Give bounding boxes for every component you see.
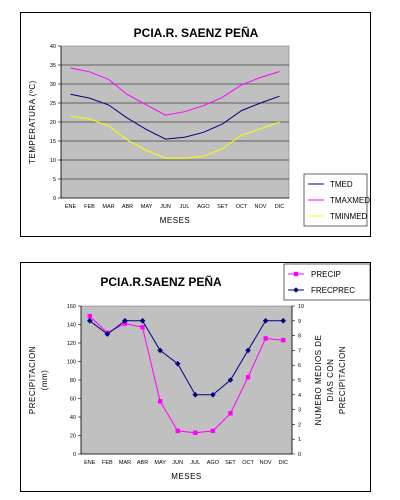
y-tick-label: 100	[67, 360, 76, 366]
y-tick-label: 40	[70, 415, 76, 421]
x-tick-label: JUL	[190, 460, 200, 466]
series-line-tminmed	[70, 115, 280, 159]
y-tick-label: 20	[50, 120, 56, 126]
y-axis-right-label: NUMERO MEDIOS DE DIAS CON PRECIPITACION	[314, 335, 347, 426]
series-line-frecprec	[89, 320, 284, 396]
y-tick-label: 80	[70, 378, 76, 384]
series-line-tmed	[70, 93, 280, 140]
x-tick-label: SET	[225, 460, 236, 466]
frecprec-marker	[157, 347, 163, 354]
y-right-tick-label: 2	[298, 422, 301, 428]
x-tick-label: OCT	[242, 460, 254, 466]
x-tick-label: SET	[217, 204, 228, 210]
series-line-tmaxmed	[70, 67, 280, 116]
precip-marker	[175, 428, 180, 434]
x-tick-label: AGO	[197, 204, 210, 210]
chart-title: PCIA.R. SAENZ PEÑA	[134, 25, 259, 40]
x-tick-label: ABR	[122, 204, 133, 210]
frecprec-marker	[104, 331, 111, 337]
precipitation-chart-panel: PCIA.R.SAENZ PEÑA 0 20 40 60 80 100 120 140 160 0 1…	[20, 262, 371, 492]
legend-box	[283, 263, 371, 301]
y-tick-label: 15	[50, 139, 56, 145]
x-tick-label: ABR	[137, 460, 148, 466]
precip-marker	[140, 325, 145, 330]
precip-marker	[228, 411, 233, 416]
x-tick-label: ENE	[65, 204, 77, 210]
legend-label: PRECIP	[311, 270, 341, 279]
x-tick-label: JUN	[172, 460, 183, 466]
x-tick-label: FEB	[102, 460, 113, 466]
y-tick-label: 35	[50, 63, 56, 69]
precip-marker	[193, 430, 198, 435]
y-tick-label: 0	[53, 196, 56, 202]
y-right-tick-label: 7	[298, 348, 301, 354]
y-right-tick-label: 4	[298, 393, 301, 399]
y-tick-label: 10	[50, 158, 56, 164]
temperature-chart: PCIA.R. SAENZ PEÑA 0 5 10 15 20 25 30 35 40 ENE FEB…	[28, 25, 370, 227]
y-right-tick-label: 0	[298, 452, 301, 458]
series-line-precip	[89, 315, 284, 434]
y-axis-label: TEMPERATURA (ºC)	[28, 80, 37, 164]
legend-label: FRECPREC	[311, 286, 355, 295]
y-tick-label: 120	[67, 341, 76, 347]
y-right-tick-label: 8	[298, 334, 301, 340]
x-tick-label: JUL	[180, 204, 190, 210]
legend-marker-diamond	[293, 287, 299, 293]
y-tick-label: 160	[67, 304, 76, 310]
x-tick-label: MAR	[119, 460, 131, 466]
x-tick-label: DIC	[278, 460, 288, 466]
chart-title: PCIA.R.SAENZ PEÑA	[100, 274, 222, 289]
legend-label: TMAXMED	[330, 196, 370, 205]
y-tick-label: 30	[50, 82, 56, 88]
y-tick-label: 60	[70, 397, 76, 403]
precip-marker	[87, 313, 92, 319]
precip-marker	[281, 338, 286, 343]
x-tick-label: AGO	[207, 460, 220, 466]
x-axis-label: MESES	[160, 216, 191, 225]
y-tick-label: 5	[53, 177, 56, 183]
frecprec-marker	[192, 392, 199, 398]
precip-marker	[263, 336, 268, 341]
x-tick-label: MAR	[102, 204, 114, 210]
y-right-tick-label: 5	[298, 378, 301, 384]
y-axis-right-label-line: NUMERO MEDIOS DE	[314, 335, 323, 426]
y-right-tick-label: 3	[298, 408, 301, 414]
temperature-chart-panel: PCIA.R. SAENZ PEÑA 0 5 10 15 20 25 30 35 40 ENE FEB…	[20, 12, 371, 237]
frecprec-marker	[210, 392, 216, 398]
x-tick-label: NOV	[260, 460, 272, 466]
y-axis-label: PRECIPITACION (mm)	[28, 346, 49, 414]
legend-label: TMED	[330, 180, 353, 189]
y-tick-label: 40	[50, 44, 56, 50]
legend-label: TMINMED	[330, 212, 368, 221]
y-axis-right-label-line: PRECIPITACION	[338, 346, 347, 414]
y-tick-label: 20	[70, 434, 76, 440]
precip-marker	[245, 375, 251, 380]
legend-marker-square	[293, 271, 299, 277]
y-tick-label: 140	[67, 323, 76, 329]
x-tick-label: NOV	[255, 204, 267, 210]
x-tick-label: MAY	[154, 460, 166, 466]
frecprec-marker	[227, 377, 234, 383]
y-right-tick-label: 9	[298, 319, 301, 325]
x-axis-label: MESES	[171, 472, 202, 481]
y-axis-right-label-line: DIAS CON	[326, 359, 335, 402]
x-tick-label: MAY	[141, 204, 153, 210]
precipitation-chart: PCIA.R.SAENZ PEÑA 0 20 40 60 80 100 120 140 160 0 1…	[28, 263, 371, 481]
y-right-tick-label: 6	[298, 363, 301, 369]
y-right-tick-label: 10	[298, 304, 304, 310]
precip-marker	[157, 399, 163, 404]
x-tick-label: OCT	[236, 204, 248, 210]
y-right-tick-label: 1	[298, 437, 301, 443]
y-tick-label: 0	[73, 452, 76, 458]
precip-marker	[210, 428, 216, 434]
x-tick-label: DIC	[275, 204, 285, 210]
y-axis-label-line: PRECIPITACION	[28, 346, 37, 414]
x-tick-label: JUN	[160, 204, 171, 210]
x-tick-label: ENE	[84, 460, 96, 466]
y-tick-label: 25	[50, 101, 56, 107]
x-tick-label: FEB	[84, 204, 95, 210]
y-axis-label-line: (mm)	[40, 370, 49, 391]
